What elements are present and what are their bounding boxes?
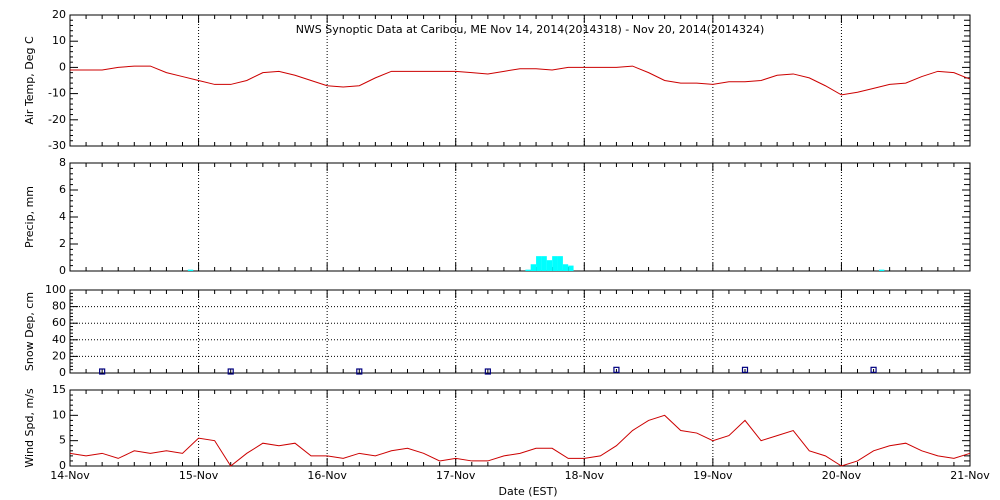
plot-frame <box>69 162 971 272</box>
y-tick-label: 0 <box>59 264 66 277</box>
marker <box>870 366 877 373</box>
y-tick-label: 20 <box>52 8 66 21</box>
bar <box>541 256 547 271</box>
y-tick-label: -30 <box>48 139 66 152</box>
bar <box>525 269 531 271</box>
y-tick-label: 6 <box>59 183 66 196</box>
bar <box>530 264 537 271</box>
x-tick-label: 19-Nov <box>693 469 733 482</box>
chart-title: NWS Synoptic Data at Caribou, ME Nov 14,… <box>296 23 765 36</box>
marker <box>484 368 491 375</box>
bar <box>568 265 574 271</box>
y-tick-label: 15 <box>52 383 66 396</box>
marker <box>356 368 363 375</box>
bar <box>562 264 569 271</box>
y-tick-label: -20 <box>48 113 66 126</box>
y-axis-label: Snow Dep, cm <box>23 292 36 371</box>
y-axis-label: Wind Spd, m/s <box>23 388 36 468</box>
x-tick-label: 14-Nov <box>50 469 90 482</box>
y-tick-label: 0 <box>59 459 66 472</box>
y-tick-label: 40 <box>52 333 66 346</box>
plot-frame <box>69 389 971 467</box>
marker <box>741 366 749 373</box>
bar <box>557 256 563 271</box>
y-tick-label: 20 <box>52 349 66 362</box>
x-tick-label: 17-Nov <box>436 469 476 482</box>
y-tick-label: -10 <box>48 87 66 100</box>
y-tick-label: 4 <box>59 210 66 223</box>
bar <box>187 269 194 271</box>
bar <box>546 260 553 271</box>
y-tick-label: 0 <box>59 366 66 379</box>
marker <box>227 368 234 375</box>
bar <box>878 269 885 271</box>
y-axis-label: Air Temp, Deg C <box>23 36 36 125</box>
y-tick-label: 80 <box>52 300 66 313</box>
x-tick-label: 20-Nov <box>822 469 862 482</box>
marker <box>613 366 620 373</box>
x-tick-label: 16-Nov <box>307 469 347 482</box>
data-line <box>69 414 971 467</box>
marker <box>99 368 106 375</box>
y-tick-label: 10 <box>52 408 66 421</box>
y-tick-label: 5 <box>59 434 66 447</box>
y-tick-label: 8 <box>59 156 66 169</box>
plot-frame <box>69 289 971 374</box>
x-tick-label: 21-Nov <box>950 469 990 482</box>
x-axis-label: Date (EST) <box>498 485 557 498</box>
y-tick-label: 2 <box>59 237 66 250</box>
y-tick-label: 60 <box>52 316 66 329</box>
data-line <box>70 65 971 96</box>
y-tick-label: 10 <box>52 34 66 47</box>
y-tick-label: 100 <box>45 283 66 296</box>
bar <box>552 256 558 271</box>
y-axis-label: Precip, mm <box>23 186 36 248</box>
x-tick-label: 18-Nov <box>565 469 605 482</box>
y-tick-label: 0 <box>59 60 66 73</box>
x-tick-label: 15-Nov <box>179 469 219 482</box>
bar <box>536 256 542 271</box>
